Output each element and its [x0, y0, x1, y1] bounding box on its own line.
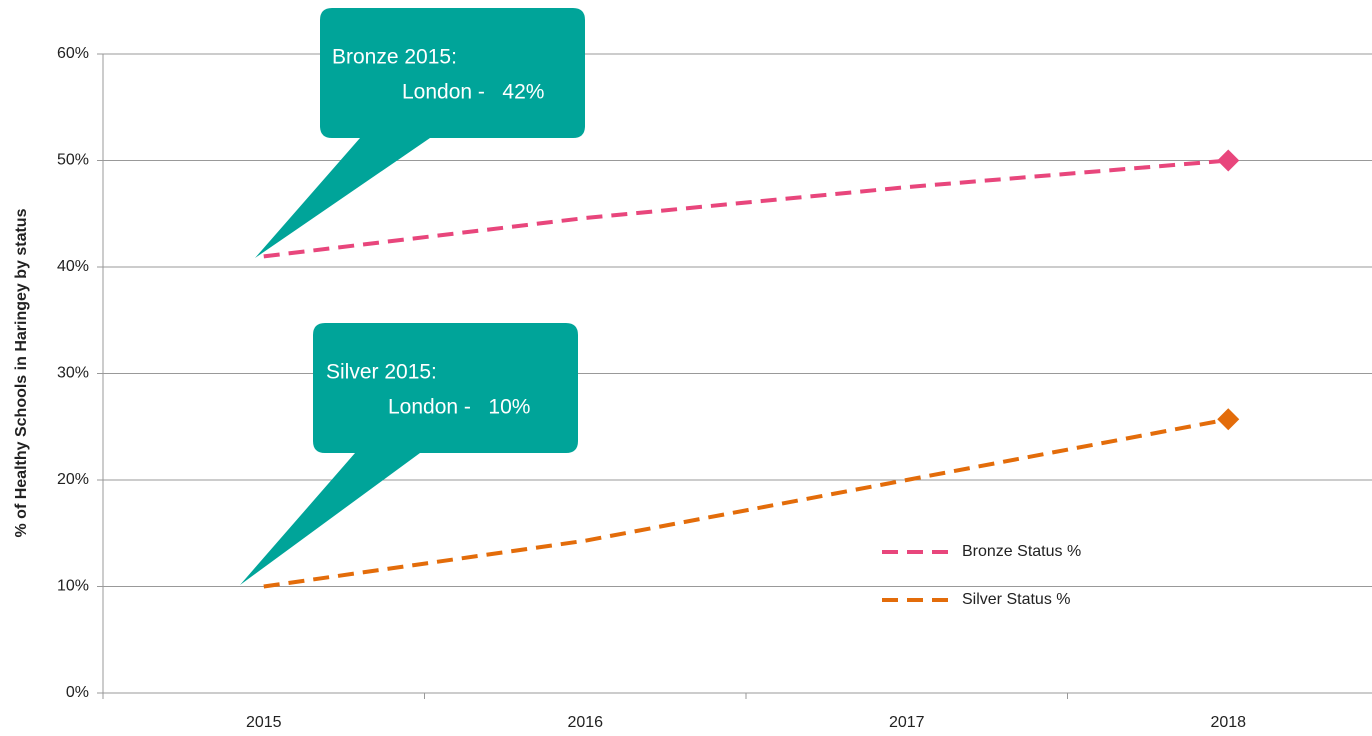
plot-area: 0% 10% 20% 30% 40% 50% 60% 2015 2016 2017 2018 Bron…	[57, 45, 1372, 731]
callout-text: London - 10%	[388, 396, 530, 419]
y-axis-title: % of Healthy Schools in Haringey by stat…	[13, 208, 30, 537]
callout-shape	[240, 323, 578, 585]
x-tick-label: 2015	[246, 714, 282, 731]
callout-text: Silver 2015:	[326, 361, 437, 384]
marker	[1217, 408, 1240, 431]
callout: Bronze 2015: London - 42%	[255, 8, 585, 258]
y-tick-label: 0%	[66, 684, 89, 701]
y-tick-label: 20%	[57, 471, 89, 488]
callout-text: London - 42%	[402, 81, 544, 104]
x-tick-label: 2017	[889, 714, 925, 731]
line	[263, 158, 1229, 259]
x-tick-label: 2016	[567, 714, 603, 731]
line	[263, 417, 1229, 589]
callout: Silver 2015: London - 10%	[240, 323, 578, 585]
x-tick-label: 2018	[1210, 714, 1246, 731]
callout-text: Bronze 2015:	[332, 46, 457, 69]
callout-shape	[255, 8, 585, 258]
y-tick-label: 10%	[57, 578, 89, 595]
legend-label: Silver Status %	[962, 591, 1070, 608]
y-tick-label: 50%	[57, 152, 89, 169]
marker	[1217, 149, 1240, 172]
y-tick-label: 60%	[57, 45, 89, 62]
legend-label: Bronze Status %	[962, 543, 1081, 560]
y-tick-label: 40%	[57, 258, 89, 275]
y-tick-label: 30%	[57, 365, 89, 382]
